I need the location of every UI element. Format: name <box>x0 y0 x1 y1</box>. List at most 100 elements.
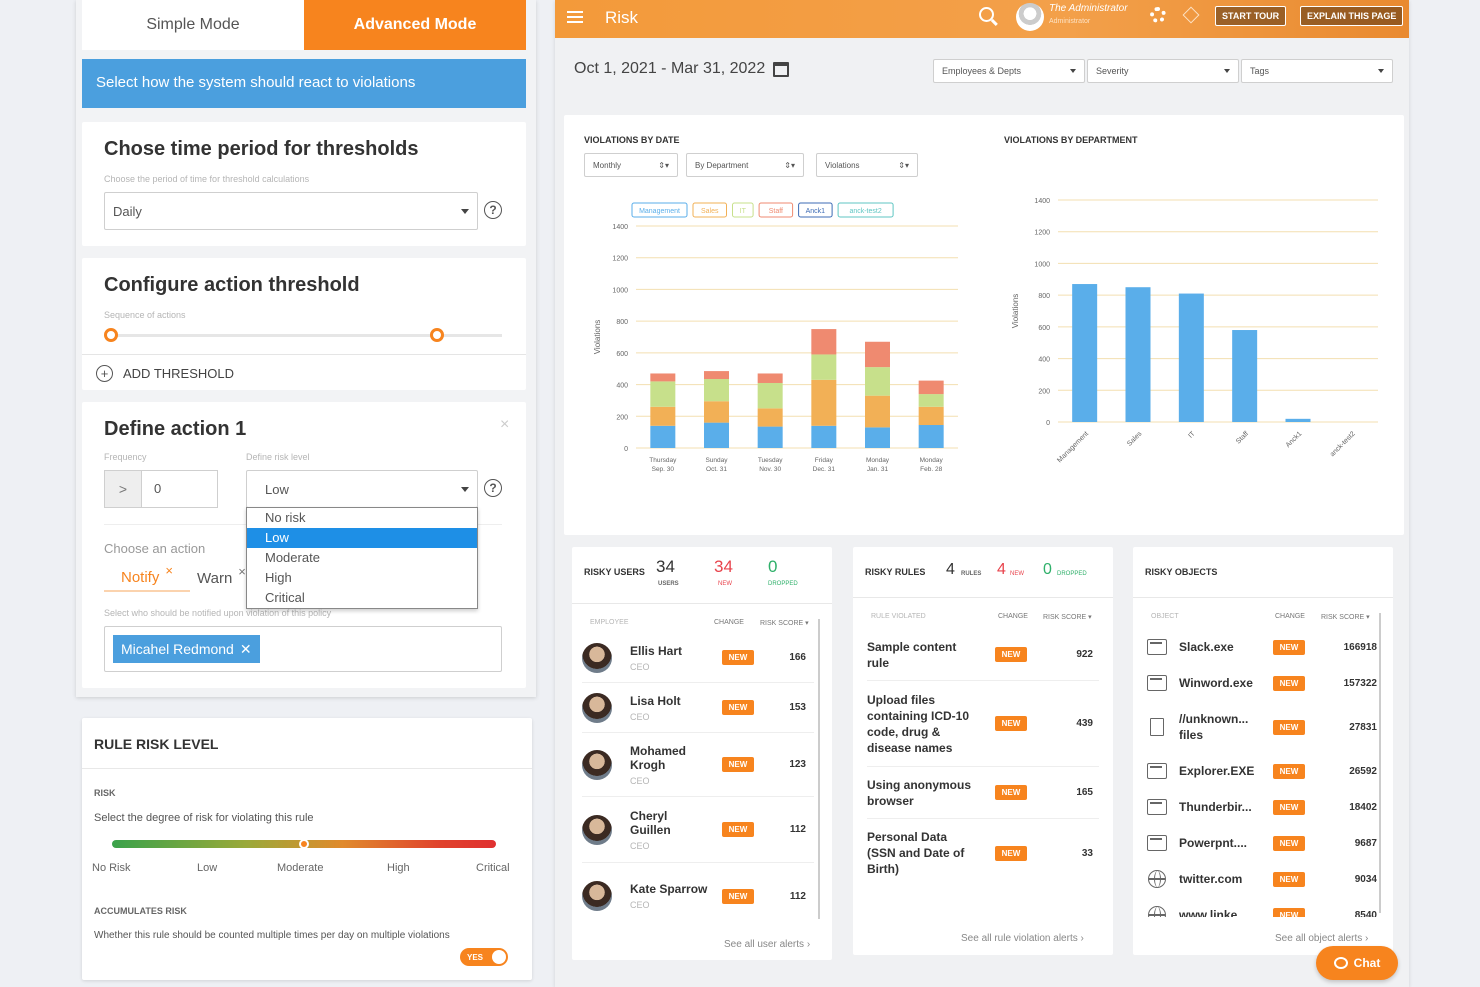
gear-icon[interactable] <box>1150 7 1166 23</box>
date-range-text: Oct 1, 2021 - Mar 31, 2022 <box>574 60 766 77</box>
table-row[interactable]: twitter.com NEW 9034 <box>1147 861 1377 897</box>
table-row[interactable]: Winword.exe NEW 157322 <box>1147 665 1377 701</box>
table-row[interactable]: Powerpnt.... NEW 9687 <box>1147 825 1377 861</box>
add-threshold-button[interactable]: + ADD THRESHOLD <box>96 365 234 382</box>
period-select[interactable]: Monthly ⇕▾ <box>584 153 678 177</box>
see-all-object-alerts-link[interactable]: See all object alerts › <box>1275 933 1369 944</box>
bar-segment <box>757 426 783 448</box>
time-period-select[interactable]: Daily <box>104 192 478 230</box>
see-all-user-alerts-link[interactable]: See all user alerts › <box>724 939 811 950</box>
object-name: twitter.com <box>1179 872 1243 886</box>
risky-users-card: RISKY USERS 34 USERS 34 NEW 0 DROPPED EM… <box>572 547 832 960</box>
threshold-handle-start[interactable] <box>104 328 118 342</box>
table-row[interactable]: Using anonymous browser NEW 165 <box>867 767 1099 819</box>
table-row[interactable]: Slack.exe NEW 166918 <box>1147 629 1377 665</box>
rules-total-label: RULES <box>961 571 982 577</box>
table-row[interactable]: Explorer.EXE NEW 26592 <box>1147 753 1377 789</box>
users-scrollbar[interactable] <box>818 619 820 919</box>
avatar[interactable] <box>1016 3 1044 31</box>
help-icon[interactable]: ? <box>484 479 502 497</box>
date-range-picker[interactable]: Oct 1, 2021 - Mar 31, 2022 <box>574 60 790 78</box>
bar-segment <box>865 427 890 448</box>
risk-level-select[interactable]: Low <box>246 470 478 508</box>
objects-scrollbar[interactable] <box>1379 613 1381 913</box>
employees-filter[interactable]: Employees & Depts <box>933 59 1085 83</box>
accumulates-toggle[interactable]: YES <box>460 948 508 966</box>
close-icon[interactable]: × <box>500 416 510 433</box>
objects-list: Slack.exe NEW 166918 Winword.exe NEW 157… <box>1147 629 1377 917</box>
metric-select[interactable]: Violations ⇕▾ <box>816 153 918 177</box>
col-object: OBJECT <box>1151 613 1179 620</box>
y-tick-label: 1200 <box>1034 230 1050 237</box>
calendar-icon[interactable] <box>773 61 790 77</box>
advanced-mode-tab[interactable]: Advanced Mode <box>304 0 526 50</box>
table-row[interactable]: Cheryl Guillen CEO NEW 112 <box>582 797 814 863</box>
users-new: 34 <box>714 557 733 576</box>
frequency-input[interactable]: 0 <box>142 470 218 508</box>
users-new-label: NEW <box>718 581 732 587</box>
bar-segment <box>811 329 837 355</box>
risk-level-label-moderate: Moderate <box>277 862 324 874</box>
col-risk-score[interactable]: RISK SCORE ▾ <box>760 620 809 627</box>
explain-page-button[interactable]: EXPLAIN THIS PAGE <box>1300 6 1404 26</box>
time-period-hint: Choose the period of time for threshold … <box>104 174 310 184</box>
rules-dropped: 0 <box>1043 561 1052 578</box>
risk-option-high[interactable]: High <box>265 570 292 585</box>
risk-option-low[interactable]: Low <box>247 528 477 548</box>
legend-item <box>732 202 754 218</box>
start-tour-button[interactable]: START TOUR <box>1215 6 1287 26</box>
risk-option-moderate[interactable]: Moderate <box>265 550 320 565</box>
user-role: Administrator <box>1049 18 1091 25</box>
app-window-icon <box>1147 675 1167 691</box>
table-row[interactable]: Personal Data (SSN and Date of Birth) NE… <box>867 819 1099 887</box>
search-icon[interactable] <box>979 7 994 22</box>
toggle-label: YES <box>467 952 484 962</box>
action-option-warn[interactable]: Warn × <box>197 564 246 592</box>
col-risk-score[interactable]: RISK SCORE ▾ <box>1321 614 1370 621</box>
risk-option-critical[interactable]: Critical <box>265 590 305 605</box>
remove-chip-icon[interactable]: ✕ <box>239 640 252 657</box>
table-row[interactable]: Mohamed Krogh CEO NEW 123 <box>582 733 814 797</box>
action-option-notify[interactable]: Notify × <box>104 562 190 592</box>
bar-segment <box>650 425 676 448</box>
threshold-hint: Sequence of actions <box>104 310 186 320</box>
frequency-operator[interactable]: > <box>104 470 142 508</box>
hamburger-menu-icon[interactable] <box>567 11 583 23</box>
close-icon[interactable]: × <box>238 563 246 579</box>
risk-option-no-risk[interactable]: No risk <box>265 510 306 525</box>
risk-score: 165 <box>1076 787 1093 798</box>
recipients-field[interactable]: Micahel Redmond ✕ <box>104 626 502 672</box>
table-row[interactable]: Upload files containing ICD-10 code, dru… <box>867 681 1099 767</box>
table-row[interactable]: Thunderbir... NEW 18402 <box>1147 789 1377 825</box>
chevron-down-icon <box>461 208 469 214</box>
table-row[interactable]: //unknown... files NEW 27831 <box>1147 701 1377 753</box>
tags-filter[interactable]: Tags <box>1241 59 1393 83</box>
updown-icon: ⇕▾ <box>784 160 795 170</box>
close-icon[interactable]: × <box>165 562 173 578</box>
y-tick-label: 800 <box>616 319 628 326</box>
table-row[interactable]: Sample content rule NEW 922 <box>867 629 1099 681</box>
group-select[interactable]: By Department ⇕▾ <box>686 153 804 177</box>
risky-rules-title: RISKY RULES <box>865 567 926 577</box>
group-select-value: By Department <box>695 160 749 170</box>
bar-segment <box>918 380 944 395</box>
help-icon[interactable]: ? <box>484 201 502 219</box>
object-name: www.linke... <box>1179 908 1248 917</box>
threshold-handle-end[interactable] <box>430 328 444 342</box>
risk-slider-handle[interactable] <box>299 839 309 849</box>
app-window-icon <box>1147 763 1167 779</box>
col-risk-score[interactable]: RISK SCORE ▾ <box>1043 614 1092 621</box>
table-row[interactable]: Lisa Holt CEO NEW 153 <box>582 683 814 733</box>
bar-segment <box>811 379 837 426</box>
simple-mode-tab[interactable]: Simple Mode <box>82 0 304 50</box>
bar-segment <box>865 395 890 428</box>
table-row[interactable]: Ellis Hart CEO NEW 166 <box>582 633 814 683</box>
diamond-icon[interactable] <box>1182 6 1200 24</box>
table-row[interactable]: Kate Sparrow CEO NEW 112 <box>582 863 814 929</box>
severity-filter[interactable]: Severity <box>1087 59 1239 83</box>
table-row[interactable]: www.linke... NEW 8540 <box>1147 897 1377 917</box>
chat-button[interactable]: Chat <box>1316 946 1398 980</box>
risk-level-label: Define risk level <box>246 452 310 462</box>
see-all-rule-alerts-link[interactable]: See all rule violation alerts › <box>961 933 1084 944</box>
violations-by-department-title: VIOLATIONS BY DEPARTMENT <box>1004 135 1138 145</box>
